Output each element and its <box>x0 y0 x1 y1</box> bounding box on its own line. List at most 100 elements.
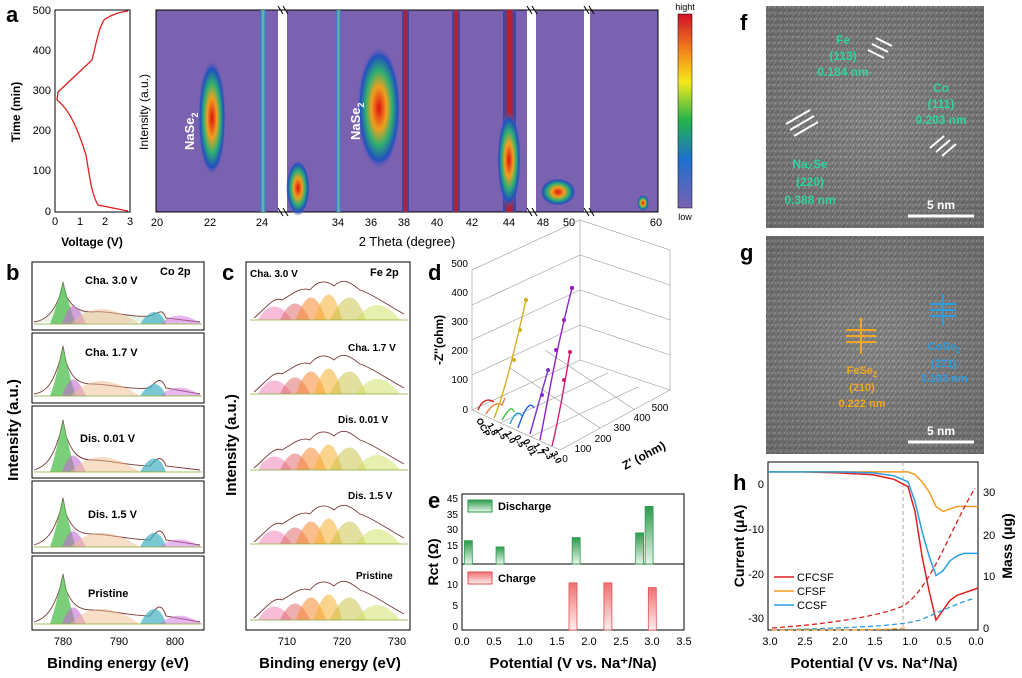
peak-blob <box>540 178 576 206</box>
xtick: 730 <box>388 636 406 648</box>
fe-spectrum: Dis. 1.5 V <box>250 491 408 545</box>
panel-letter-b: b <box>6 260 19 285</box>
ztick: 100 <box>451 375 468 386</box>
panel-g: g FeSe2 (210) 0.222 nm CoSe2 (221) 0.193… <box>740 236 984 454</box>
xps-subpanel: Cha. 3.0 V Co 2p <box>31 261 205 331</box>
cose2-lattice-mark <box>930 294 956 326</box>
ytick: 35 <box>447 510 459 521</box>
mass-line-ccsf <box>771 597 976 631</box>
co-hkl: (111) <box>928 97 955 111</box>
nyquist-points <box>512 285 575 397</box>
h-ylabel-right: Mass (μg) <box>999 513 1015 578</box>
d-xticks: 0 100 200 300 400 500 <box>562 403 669 465</box>
xtick: 100 <box>575 444 592 455</box>
nyquist-curves <box>477 287 573 447</box>
c-xticks: 710 720 730 <box>278 636 406 648</box>
h-legend: CFCSF CFSF CCSF <box>774 572 834 612</box>
ztick: 0 <box>462 405 468 416</box>
ytick: 0 <box>45 206 51 218</box>
legend-label: CFCSF <box>797 572 834 584</box>
peak-blob <box>637 195 649 211</box>
panel-letter-f: f <box>740 10 748 35</box>
ytick: 200 <box>33 125 51 137</box>
fe-hkl: (113) <box>829 49 856 63</box>
lattice-marks <box>785 37 957 157</box>
insitu-xrd-heatmap: NaSe2 NaSe2 <box>155 5 659 217</box>
cose2-label: CoSe2 <box>928 341 961 355</box>
series-line-cfcsf <box>768 471 979 622</box>
heatmap-ylabel: Intensity (a.u.) <box>137 74 151 150</box>
fe-label: Fe <box>836 33 850 47</box>
curve-label: Pristine <box>88 588 128 600</box>
panel-f: f Fe (113) 0.184 nm Co (111) 0.203 nm Na… <box>740 6 984 228</box>
nase2-label: NaSe2 <box>348 102 366 140</box>
xtick: 800 <box>166 636 184 648</box>
h-xlabel: Potential (V vs. Na⁺/Na) <box>790 655 957 672</box>
xtick: 0.0 <box>968 636 983 648</box>
ytick: 400 <box>33 45 51 57</box>
panel-c: c Intensity (a.u.) Fe 2p Cha. 3.0 V <box>222 260 411 672</box>
charge-bar <box>568 582 578 631</box>
xtick: 1.5 <box>867 636 882 648</box>
xps-subpanel: Cha. 1.7 V <box>31 332 205 404</box>
c-xlabel: Binding energy (eV) <box>259 655 401 672</box>
charge-bar <box>647 587 657 631</box>
xtick: 2 <box>102 216 108 228</box>
xtick: 500 <box>652 403 669 414</box>
peak-stripe <box>260 10 266 212</box>
fese2-label: FeSe2 <box>847 365 878 379</box>
ytick: 0 <box>758 479 764 491</box>
cose2-labels: CoSe2 (221) 0.193 nm <box>920 341 967 385</box>
fe-spectrum: Pristine <box>250 571 408 621</box>
peak-blob <box>497 112 521 208</box>
xtick: 720 <box>333 636 351 648</box>
fese2-labels: FeSe2 (210) 0.222 nm <box>838 365 885 410</box>
panel-letter-e: e <box>428 488 440 513</box>
ztick: 400 <box>451 288 468 299</box>
cose2-hkl: (221) <box>931 358 957 370</box>
discharge-bar <box>463 540 473 565</box>
legend-discharge-label: Discharge <box>498 501 551 513</box>
xtick: 40 <box>431 217 443 229</box>
na2se-d: 0.388 nm <box>784 193 835 207</box>
legend-discharge-swatch <box>467 499 493 513</box>
xtick: 2.5 <box>613 636 628 648</box>
b-xlabel: Binding energy (eV) <box>47 655 189 672</box>
curve-label: Dis. 0.01 V <box>80 433 136 445</box>
heatmap-xticks: 20 22 24 34 36 38 40 42 44 48 50 60 <box>151 217 662 229</box>
e-top-yticks: 0 15 30 35 45 <box>447 494 459 567</box>
peak-stripe <box>402 10 409 212</box>
xtick: 1.0 <box>902 636 917 648</box>
colorbar <box>677 13 693 209</box>
peak-stripe <box>452 10 460 212</box>
xps-subpanel: Dis. 0.01 V <box>31 405 205 479</box>
legend-label: CFSF <box>797 586 826 598</box>
nase2-peak-blob <box>357 46 401 170</box>
curve-label: Pristine <box>356 571 393 582</box>
colorbar-low-label: low <box>678 212 692 222</box>
ytick: 0 <box>983 623 989 635</box>
ztick: 200 <box>451 346 468 357</box>
h-axes <box>767 461 979 631</box>
left-xlabel: Voltage (V) <box>61 235 123 249</box>
xtick: 60 <box>650 217 662 229</box>
ytick: 0 <box>452 622 458 633</box>
ytick: -20 <box>748 569 764 581</box>
e-xlabel: Potential (V vs. Na⁺/Na) <box>489 655 656 672</box>
xtick: 2.0 <box>832 636 847 648</box>
xtick: 710 <box>278 636 296 648</box>
element-tag: Fe 2p <box>370 267 399 279</box>
curve-label: Cha. 3.0 V <box>85 275 138 287</box>
ztick: 500 <box>451 259 468 270</box>
peak-blob <box>286 160 310 216</box>
panel-e: e 0 15 30 35 45 0 5 10 Rct (Ω) 0.0 0.5 1… <box>425 488 692 672</box>
panel-letter-a: a <box>6 2 19 27</box>
ytick: -30 <box>748 613 764 625</box>
e-ylabel: Rct (Ω) <box>425 539 441 586</box>
charge-bars <box>568 582 657 631</box>
xtick: 1.5 <box>549 636 564 648</box>
xtick: 3.0 <box>762 636 777 648</box>
h-xticks: 3.0 2.5 2.0 1.5 1.0 0.5 0.0 <box>762 636 983 648</box>
element-tag: Co 2p <box>160 266 191 278</box>
